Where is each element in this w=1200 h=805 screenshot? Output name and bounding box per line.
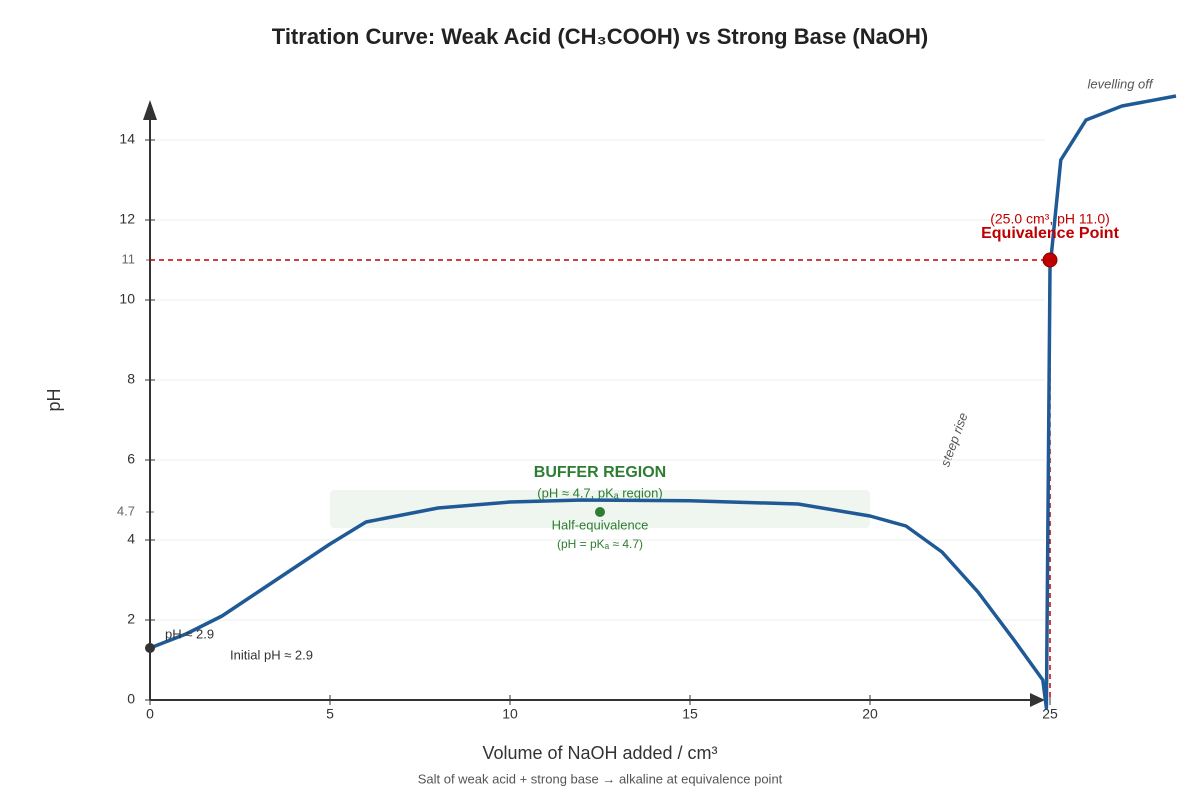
x-tick-label: 20 — [862, 706, 878, 722]
y-tick-label: 11 — [122, 251, 136, 266]
initial-point — [145, 643, 155, 653]
x-axis-arrow — [1030, 693, 1045, 707]
initial-label: pH ≈ 2.9 — [165, 626, 214, 641]
y-tick-label: 6 — [127, 451, 135, 467]
footnote: Salt of weak acid + strong base → alkali… — [418, 771, 783, 786]
initial-sublabel: Initial pH ≈ 2.9 — [230, 647, 313, 662]
buffer-sublabel: (pH ≈ 4.7, pKₐ region) — [537, 485, 662, 500]
half-equivalence-label: Half-equivalence — [552, 517, 649, 532]
x-tick-label: 10 — [502, 706, 518, 722]
x-tick-label: 15 — [682, 706, 698, 722]
buffer-label: BUFFER REGION — [534, 464, 666, 481]
equivalence-point — [1042, 252, 1058, 268]
y-tick-label: 14 — [119, 131, 135, 147]
x-tick-label: 5 — [326, 706, 334, 722]
y-tick-label: 2 — [127, 611, 135, 627]
half-equivalence-point — [595, 507, 605, 517]
y-tick-label: 4 — [127, 531, 135, 547]
chart-title: Titration Curve: Weak Acid (CH₃COOH) vs … — [272, 24, 928, 49]
x-axis-label: Volume of NaOH added / cm³ — [482, 743, 717, 763]
y-axis-label: pH — [44, 388, 64, 411]
annotation: levelling off — [1087, 76, 1153, 91]
y-tick-label: 4.7 — [117, 503, 135, 518]
y-tick-label: 8 — [127, 371, 135, 387]
x-tick-label: 25 — [1042, 706, 1058, 722]
half-equivalence-sublabel: (pH = pKₐ ≈ 4.7) — [557, 537, 643, 551]
titration-curve — [149, 94, 1177, 710]
y-tick-label: 0 — [127, 691, 135, 707]
y-tick-label: 12 — [119, 211, 135, 227]
x-tick-label: 0 — [146, 706, 154, 722]
equivalence-label: Equivalence Point — [981, 225, 1119, 242]
y-axis-arrow — [143, 100, 157, 120]
equivalence-sublabel: (25.0 cm³, pH 11.0) — [990, 211, 1110, 227]
y-tick-label: 10 — [119, 291, 135, 307]
